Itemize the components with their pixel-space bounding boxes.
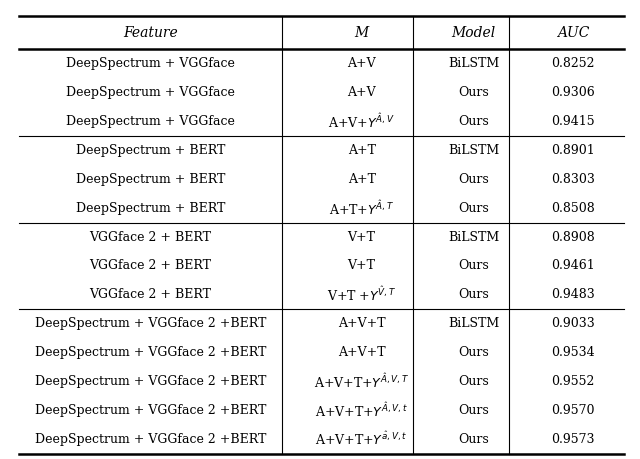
Text: Ours: Ours xyxy=(458,288,489,302)
Text: Ours: Ours xyxy=(458,86,489,99)
Text: Feature: Feature xyxy=(123,26,178,39)
Text: Ours: Ours xyxy=(458,375,489,388)
Text: Ours: Ours xyxy=(458,115,489,128)
Text: Ours: Ours xyxy=(458,259,489,273)
Text: 0.9306: 0.9306 xyxy=(551,86,595,99)
Text: Ours: Ours xyxy=(458,404,489,417)
Text: 0.8252: 0.8252 xyxy=(551,57,595,70)
Text: A+V+$Y^{\hat{A},V}$: A+V+$Y^{\hat{A},V}$ xyxy=(328,112,395,131)
Text: DeepSpectrum + VGGface: DeepSpectrum + VGGface xyxy=(66,57,235,70)
Text: V+T +$Y^{\hat{V},T}$: V+T +$Y^{\hat{V},T}$ xyxy=(327,285,396,304)
Text: 0.9483: 0.9483 xyxy=(551,288,595,302)
Text: BiLSTM: BiLSTM xyxy=(448,230,499,244)
Text: 0.9573: 0.9573 xyxy=(551,433,595,446)
Text: VGGface 2 + BERT: VGGface 2 + BERT xyxy=(90,259,211,273)
Text: DeepSpectrum + VGGface 2 +BERT: DeepSpectrum + VGGface 2 +BERT xyxy=(35,346,266,359)
Text: DeepSpectrum + BERT: DeepSpectrum + BERT xyxy=(76,144,225,157)
Text: BiLSTM: BiLSTM xyxy=(448,317,499,330)
Text: BiLSTM: BiLSTM xyxy=(448,57,499,70)
Text: A+V: A+V xyxy=(348,57,376,70)
Text: Ours: Ours xyxy=(458,346,489,359)
Text: Model: Model xyxy=(451,26,496,39)
Text: Ours: Ours xyxy=(458,433,489,446)
Text: 0.9534: 0.9534 xyxy=(551,346,595,359)
Text: DeepSpectrum + BERT: DeepSpectrum + BERT xyxy=(76,202,225,215)
Text: DeepSpectrum + VGGface: DeepSpectrum + VGGface xyxy=(66,115,235,128)
Text: 0.8508: 0.8508 xyxy=(551,202,595,215)
Text: DeepSpectrum + VGGface: DeepSpectrum + VGGface xyxy=(66,86,235,99)
Text: A+V+T: A+V+T xyxy=(338,317,385,330)
Text: A+T+$Y^{\hat{A},T}$: A+T+$Y^{\hat{A},T}$ xyxy=(329,199,394,218)
Text: DeepSpectrum + VGGface 2 +BERT: DeepSpectrum + VGGface 2 +BERT xyxy=(35,404,266,417)
Text: A+V+T+$Y^{\hat{A},V,t}$: A+V+T+$Y^{\hat{A},V,t}$ xyxy=(315,401,408,420)
Text: 0.9461: 0.9461 xyxy=(551,259,595,273)
Text: A+V+T: A+V+T xyxy=(338,346,385,359)
Text: 0.9570: 0.9570 xyxy=(551,404,595,417)
Text: A+T: A+T xyxy=(348,173,376,186)
Text: BiLSTM: BiLSTM xyxy=(448,144,499,157)
Text: 0.8901: 0.8901 xyxy=(551,144,595,157)
Text: Ours: Ours xyxy=(458,173,489,186)
Text: 0.9033: 0.9033 xyxy=(551,317,595,330)
Text: A+V+T+$Y^{\hat{a},V,t}$: A+V+T+$Y^{\hat{a},V,t}$ xyxy=(316,431,408,448)
Text: 0.9415: 0.9415 xyxy=(551,115,595,128)
Text: A+V: A+V xyxy=(348,86,376,99)
Text: VGGface 2 + BERT: VGGface 2 + BERT xyxy=(90,288,211,302)
Text: DeepSpectrum + VGGface 2 +BERT: DeepSpectrum + VGGface 2 +BERT xyxy=(35,375,266,388)
Text: A+V+T+$Y^{\hat{A},V,T}$: A+V+T+$Y^{\hat{A},V,T}$ xyxy=(314,372,409,391)
Text: DeepSpectrum + VGGface 2 +BERT: DeepSpectrum + VGGface 2 +BERT xyxy=(35,433,266,446)
Text: 0.8908: 0.8908 xyxy=(551,230,595,244)
Text: Ours: Ours xyxy=(458,202,489,215)
Text: DeepSpectrum + BERT: DeepSpectrum + BERT xyxy=(76,173,225,186)
Text: AUC: AUC xyxy=(557,26,589,39)
Text: 0.9552: 0.9552 xyxy=(551,375,595,388)
Text: DeepSpectrum + VGGface 2 +BERT: DeepSpectrum + VGGface 2 +BERT xyxy=(35,317,266,330)
Text: VGGface 2 + BERT: VGGface 2 + BERT xyxy=(90,230,211,244)
Text: V+T: V+T xyxy=(348,230,376,244)
Text: A+T: A+T xyxy=(348,144,376,157)
Text: V+T: V+T xyxy=(348,259,376,273)
Text: 0.8303: 0.8303 xyxy=(551,173,595,186)
Text: M: M xyxy=(355,26,369,39)
